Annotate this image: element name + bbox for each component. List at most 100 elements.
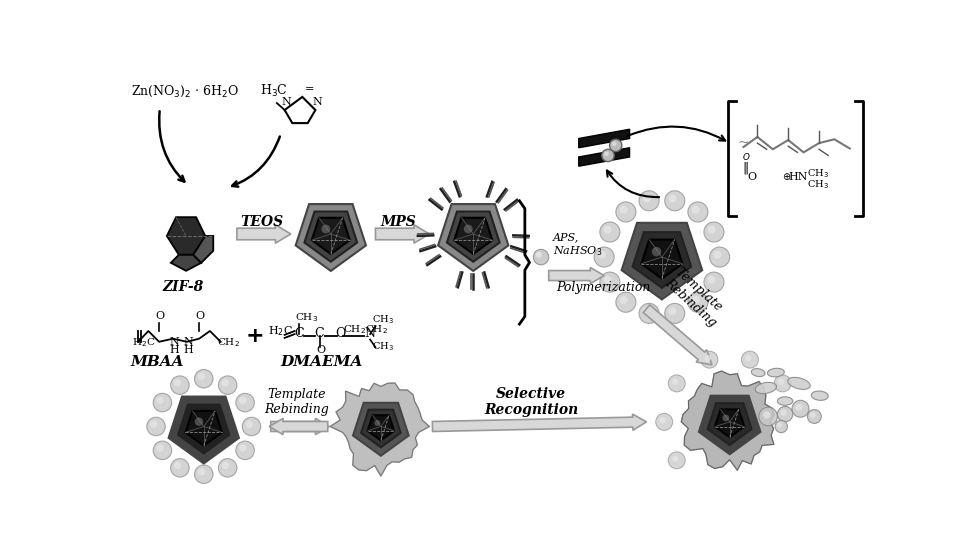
Text: H$_3$C: H$_3$C <box>260 83 288 99</box>
Ellipse shape <box>751 369 765 376</box>
Polygon shape <box>432 414 647 431</box>
Circle shape <box>741 351 759 368</box>
Circle shape <box>150 420 157 428</box>
Circle shape <box>722 414 729 422</box>
Text: CH$_3$: CH$_3$ <box>295 311 318 324</box>
Text: HN: HN <box>789 172 808 182</box>
Text: $\overset{O}{\|}$: $\overset{O}{\|}$ <box>742 152 751 177</box>
Circle shape <box>704 222 724 242</box>
Text: DMAEMA: DMAEMA <box>281 355 363 369</box>
Ellipse shape <box>812 391 828 401</box>
Circle shape <box>603 276 611 284</box>
Polygon shape <box>375 225 429 243</box>
Text: APS,
NaHSO$_3$: APS, NaHSO$_3$ <box>552 232 602 258</box>
Circle shape <box>643 307 651 315</box>
Circle shape <box>533 250 549 265</box>
Circle shape <box>616 292 636 312</box>
Text: +: + <box>246 326 265 346</box>
Polygon shape <box>353 403 409 456</box>
Text: H$_2$C: H$_2$C <box>268 324 293 338</box>
Circle shape <box>810 412 816 418</box>
Text: CH$_3$: CH$_3$ <box>372 314 394 326</box>
Circle shape <box>652 247 661 256</box>
Circle shape <box>198 372 205 380</box>
Circle shape <box>594 247 614 267</box>
Text: N: N <box>364 327 376 340</box>
Circle shape <box>710 247 730 267</box>
Text: O: O <box>335 327 346 340</box>
Circle shape <box>688 292 708 312</box>
Circle shape <box>156 397 164 404</box>
Circle shape <box>321 225 331 234</box>
Polygon shape <box>269 418 328 435</box>
Circle shape <box>219 458 237 477</box>
Circle shape <box>174 462 181 469</box>
Ellipse shape <box>755 382 777 393</box>
Text: MBAA: MBAA <box>130 355 184 369</box>
Polygon shape <box>271 418 330 435</box>
Polygon shape <box>578 148 629 166</box>
Circle shape <box>374 420 381 426</box>
Circle shape <box>701 351 718 368</box>
Polygon shape <box>296 204 366 271</box>
Text: Zn(NO$_3$)$_2$ $\cdot$ 6H$_2$O: Zn(NO$_3$)$_2$ $\cdot$ 6H$_2$O <box>130 84 239 100</box>
Ellipse shape <box>788 377 810 390</box>
Circle shape <box>763 411 770 419</box>
Circle shape <box>600 222 620 242</box>
Circle shape <box>708 276 715 284</box>
Circle shape <box>708 226 715 234</box>
Text: N: N <box>312 96 322 107</box>
Circle shape <box>464 225 472 234</box>
Polygon shape <box>699 396 761 454</box>
Text: TEOS: TEOS <box>240 215 283 229</box>
Text: O: O <box>155 311 165 321</box>
Circle shape <box>668 375 685 392</box>
Polygon shape <box>641 240 683 279</box>
Circle shape <box>659 417 666 423</box>
Text: H: H <box>169 345 179 355</box>
Circle shape <box>603 226 611 234</box>
Circle shape <box>156 444 164 452</box>
Text: N: N <box>184 337 194 347</box>
Polygon shape <box>643 305 712 365</box>
Text: O: O <box>196 311 204 321</box>
Circle shape <box>598 251 605 259</box>
Circle shape <box>778 379 784 385</box>
Circle shape <box>600 272 620 292</box>
Circle shape <box>777 423 782 428</box>
Text: =: = <box>305 84 314 94</box>
Circle shape <box>604 152 609 156</box>
Circle shape <box>171 376 189 395</box>
Polygon shape <box>193 236 213 263</box>
Ellipse shape <box>767 368 785 377</box>
Circle shape <box>774 375 791 392</box>
Text: Polymerization: Polymerization <box>556 281 651 294</box>
Circle shape <box>672 379 679 385</box>
Circle shape <box>672 456 679 462</box>
Circle shape <box>620 296 628 304</box>
Circle shape <box>239 397 247 404</box>
Circle shape <box>602 149 614 161</box>
Circle shape <box>665 304 684 323</box>
Circle shape <box>616 202 636 222</box>
Polygon shape <box>167 217 205 255</box>
Circle shape <box>171 458 189 477</box>
Text: N: N <box>281 96 291 107</box>
Circle shape <box>795 404 802 410</box>
Text: Template
Rebinding: Template Rebinding <box>264 387 329 415</box>
Circle shape <box>668 195 677 202</box>
Circle shape <box>688 202 708 222</box>
Polygon shape <box>447 212 499 262</box>
Polygon shape <box>185 411 222 446</box>
Polygon shape <box>178 404 229 453</box>
Circle shape <box>704 272 724 292</box>
Circle shape <box>745 355 751 361</box>
Circle shape <box>153 441 172 460</box>
Circle shape <box>792 400 809 417</box>
Text: CH$_2$CH$_2$: CH$_2$CH$_2$ <box>343 323 388 336</box>
Circle shape <box>705 355 711 361</box>
Circle shape <box>222 379 229 386</box>
Polygon shape <box>622 223 702 299</box>
Circle shape <box>620 206 628 214</box>
Text: ~: ~ <box>737 136 749 150</box>
